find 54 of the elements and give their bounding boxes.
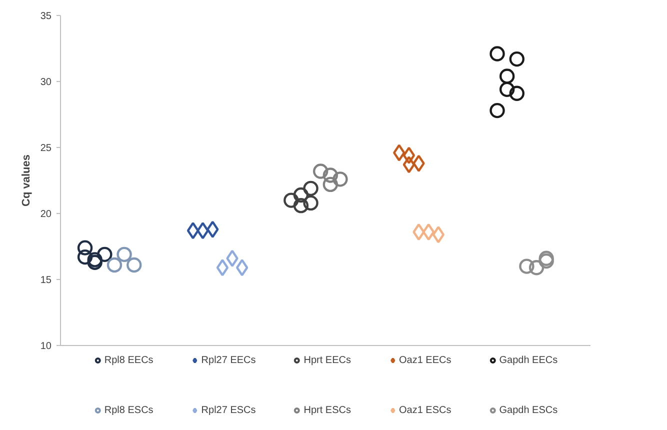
point <box>393 144 406 162</box>
point <box>196 222 209 240</box>
point <box>312 164 328 179</box>
point <box>402 156 416 174</box>
y-tick-label: 20 <box>40 209 52 220</box>
legend-label: Hprt ESCs <box>304 404 351 417</box>
point <box>126 257 142 273</box>
point <box>322 168 338 183</box>
legend-label: Rpl8 ESCs <box>104 404 154 417</box>
point <box>106 257 122 273</box>
point <box>236 259 248 276</box>
point <box>509 86 524 101</box>
point <box>528 260 544 276</box>
point <box>412 154 425 172</box>
y-tick-label: 10 <box>40 341 52 352</box>
legend-label: Rpl8 EECs <box>104 354 154 367</box>
point <box>284 192 299 208</box>
point <box>509 51 524 67</box>
legend-label: Hprt EECs <box>304 354 351 367</box>
legend-label: Rpl27 EECs <box>201 354 256 367</box>
legend-label: Oaz1 EECs <box>398 354 452 367</box>
point <box>519 258 534 274</box>
point <box>322 176 338 192</box>
point <box>332 172 348 187</box>
point <box>186 222 200 240</box>
point <box>303 180 318 196</box>
point <box>97 246 112 262</box>
point <box>432 226 444 244</box>
legend-label: Gapdh EECs <box>499 354 558 367</box>
point <box>77 240 93 256</box>
point <box>226 250 238 267</box>
y-tick-label: 25 <box>40 143 52 154</box>
point <box>538 253 554 269</box>
y-tick-label: 35 <box>40 11 52 22</box>
point <box>206 220 219 238</box>
legend-label: Gapdh ESCs <box>499 404 558 417</box>
legend-label: Oaz1 ESCs <box>398 404 452 417</box>
y-axis-title: Cq values <box>20 154 32 206</box>
point <box>216 259 229 276</box>
point <box>490 102 505 118</box>
y-tick-label: 15 <box>40 275 52 286</box>
point <box>538 250 554 266</box>
point <box>116 246 132 262</box>
legend-label: Rpl27 ESCs <box>201 404 256 417</box>
point <box>77 249 93 265</box>
point <box>490 46 505 62</box>
point <box>402 146 416 164</box>
y-tick-label: 30 <box>40 77 52 88</box>
point <box>293 198 309 214</box>
point <box>499 68 515 84</box>
point <box>303 195 318 211</box>
point <box>499 82 515 98</box>
point <box>293 187 309 203</box>
point <box>422 223 435 241</box>
